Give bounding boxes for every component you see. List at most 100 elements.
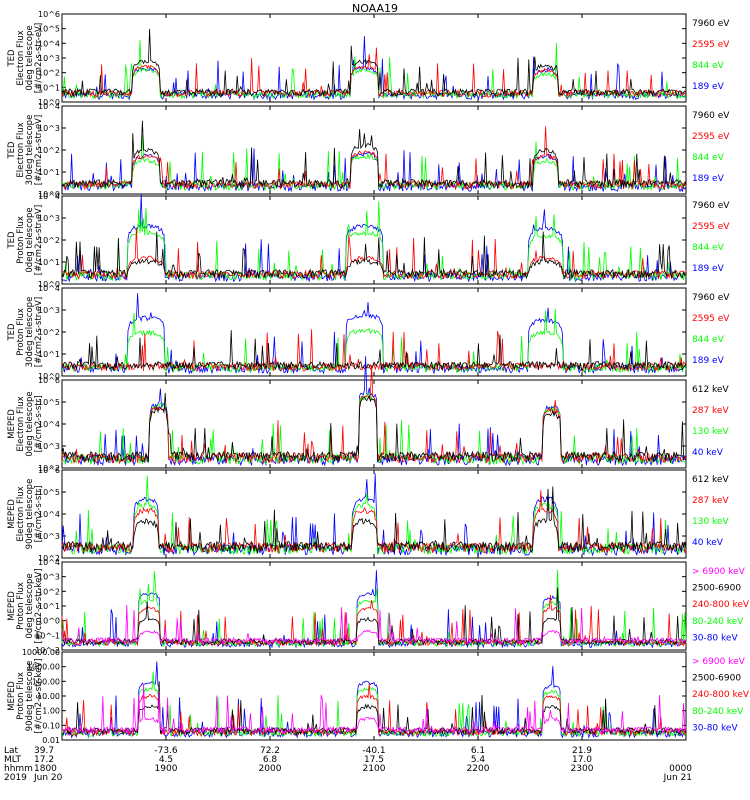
legend-entry: 7960 eV: [692, 201, 730, 211]
y-axis-label: 0deg telescope: [25, 573, 35, 638]
legend-entry: > 6900 keV: [692, 567, 746, 577]
y-axis-label: [#/cm2-s-str-eV]: [34, 205, 44, 275]
y-tick-label: 10^2: [38, 464, 60, 473]
y-tick-label: 10^4: [38, 420, 60, 429]
y-tick-label: 10^5: [38, 398, 60, 407]
legend-entry: 240-800 keV: [692, 600, 750, 610]
y-tick-label: 10^3: [38, 442, 60, 451]
legend-entry: 80-240 keV: [692, 707, 744, 717]
y-axis-label: 30deg telescope: [25, 297, 35, 368]
panel-ted-p-30: 10^0 10^1 10^2 10^3 10^4 TED Proton Flux 30deg …: [7, 284, 730, 381]
series-line-black: [61, 231, 687, 280]
y-tick-label: 10^1: [38, 350, 60, 359]
y-tick-label: 10^3: [38, 124, 60, 133]
y-axis-label: [#/cm2-s-str-eV]: [34, 23, 44, 93]
series-line-green: [61, 671, 687, 738]
x-row-label: Lat: [4, 746, 19, 756]
x-tick-label: Jun 21: [663, 773, 692, 783]
legend-entry: 287 keV: [692, 406, 729, 416]
y-axis-label: [#/cm2-s-str-keV]: [34, 569, 44, 644]
y-tick-label: 10^3: [38, 306, 60, 315]
series-line-green: [61, 135, 687, 192]
series-line-black: [61, 330, 687, 372]
y-tick-label: 10^4: [38, 102, 60, 111]
series-line-blue: [61, 661, 687, 739]
panel-meped-p-90: 0.01 0.10 1.00 10.00 100.00 1000.00 10000.00 ME…: [7, 648, 750, 745]
legend-entry: 7960 eV: [692, 19, 730, 29]
x-tick-label: 4.5: [159, 755, 173, 765]
legend-entry: 612 keV: [692, 475, 729, 485]
x-tick-label: 5.4: [471, 755, 486, 765]
series-line-blue: [61, 35, 687, 101]
legend-entry: 189 eV: [692, 356, 725, 366]
series-line-red: [61, 490, 687, 555]
y-tick-label: 10^2: [38, 328, 60, 337]
y-tick-label: 10^6: [38, 466, 60, 475]
series-line-magenta: [61, 604, 687, 646]
x-row-label: hhmm: [4, 764, 33, 774]
y-tick-label: 10^1: [38, 168, 60, 177]
panel-meped-e-0: 10^2 10^3 10^4 10^5 10^6 MEPED Electron Flux 0d…: [7, 356, 729, 473]
legend-entry: 844 eV: [692, 335, 725, 345]
y-tick-label: 10^4: [38, 39, 60, 48]
legend-entry: 2595 eV: [692, 314, 730, 324]
x-tick-label: 6.8: [263, 755, 278, 765]
y-tick-label: 10^3: [38, 573, 60, 582]
y-tick-label: 10^2: [38, 146, 60, 155]
x-row-label: 2019: [4, 773, 27, 783]
y-tick-label: 10^2: [38, 554, 60, 563]
y-tick-label: 0.10: [42, 721, 60, 730]
y-tick-label: 10^3: [38, 214, 60, 223]
legend-entry: 189 eV: [692, 264, 725, 274]
y-tick-label: 10^-2: [35, 646, 60, 655]
y-tick-label: 100.00: [32, 677, 60, 686]
x-tick-label: 72.2: [260, 746, 280, 756]
y-tick-label: 10^2: [38, 69, 60, 78]
y-tick-label: 10^0: [38, 372, 60, 381]
y-axis-label: [#/cm2-s-str-eV]: [34, 115, 44, 185]
series-line-green: [61, 201, 687, 282]
x-tick-label: 39.7: [34, 746, 54, 756]
x-tick-label: 0000: [669, 764, 692, 774]
y-tick-label: 10^4: [38, 284, 60, 293]
panel-ted-e-0: 10^0 10^1 10^2 10^3 10^4 10^5 10^6 TED Electron …: [7, 10, 730, 107]
y-axis-label: MEPED: [7, 499, 17, 529]
y-axis-label: Proton Flux: [16, 672, 26, 720]
series-line-blue: [61, 194, 687, 283]
y-tick-label: 10^4: [38, 192, 60, 201]
y-tick-label: 10000.00: [22, 648, 60, 657]
y-axis-label: 0deg telescope: [25, 391, 35, 456]
series-line-magenta: [61, 683, 687, 735]
legend-entry: 287 keV: [692, 496, 729, 506]
y-tick-label: 10^6: [38, 376, 60, 385]
panel-frame: [61, 651, 687, 741]
series-line-black: [61, 120, 687, 190]
y-tick-label: 10^2: [38, 236, 60, 245]
y-axis-label: Proton Flux: [16, 582, 26, 630]
y-axis-label: Proton Flux: [16, 216, 26, 264]
y-axis-label: [#/cm2-s-str]: [34, 486, 44, 543]
y-axis-label: [#/cm2-s-str]: [34, 396, 44, 453]
y-tick-label: 10^0: [38, 190, 60, 199]
y-tick-label: 10^0: [38, 98, 60, 107]
y-tick-label: 10^0: [38, 280, 60, 289]
legend-entry: 80-240 keV: [692, 617, 744, 627]
y-tick-label: 10^4: [38, 510, 60, 519]
panel-frame: [61, 13, 687, 103]
y-axis-label: Electron Flux: [16, 486, 26, 541]
panel-ted-p-0: 10^0 10^1 10^2 10^3 10^4 TED Proton Flux 0deg t…: [7, 192, 730, 289]
y-axis-label: MEPED: [7, 591, 17, 621]
legend-entry: 30-80 keV: [692, 723, 738, 733]
legend-entry: 240-800 keV: [692, 690, 750, 700]
series-line-black: [61, 486, 687, 554]
y-tick-label: 10^0: [38, 617, 60, 626]
y-axis-label: MEPED: [7, 681, 17, 711]
y-axis-label: Electron Flux: [16, 30, 26, 85]
y-axis-label: Electron Flux: [16, 122, 26, 177]
legend-entry: 2595 eV: [692, 132, 730, 142]
y-tick-label: 10^2: [38, 587, 60, 596]
x-tick-label: 17.0: [572, 755, 592, 765]
x-tick-label: 17.2: [34, 755, 54, 765]
